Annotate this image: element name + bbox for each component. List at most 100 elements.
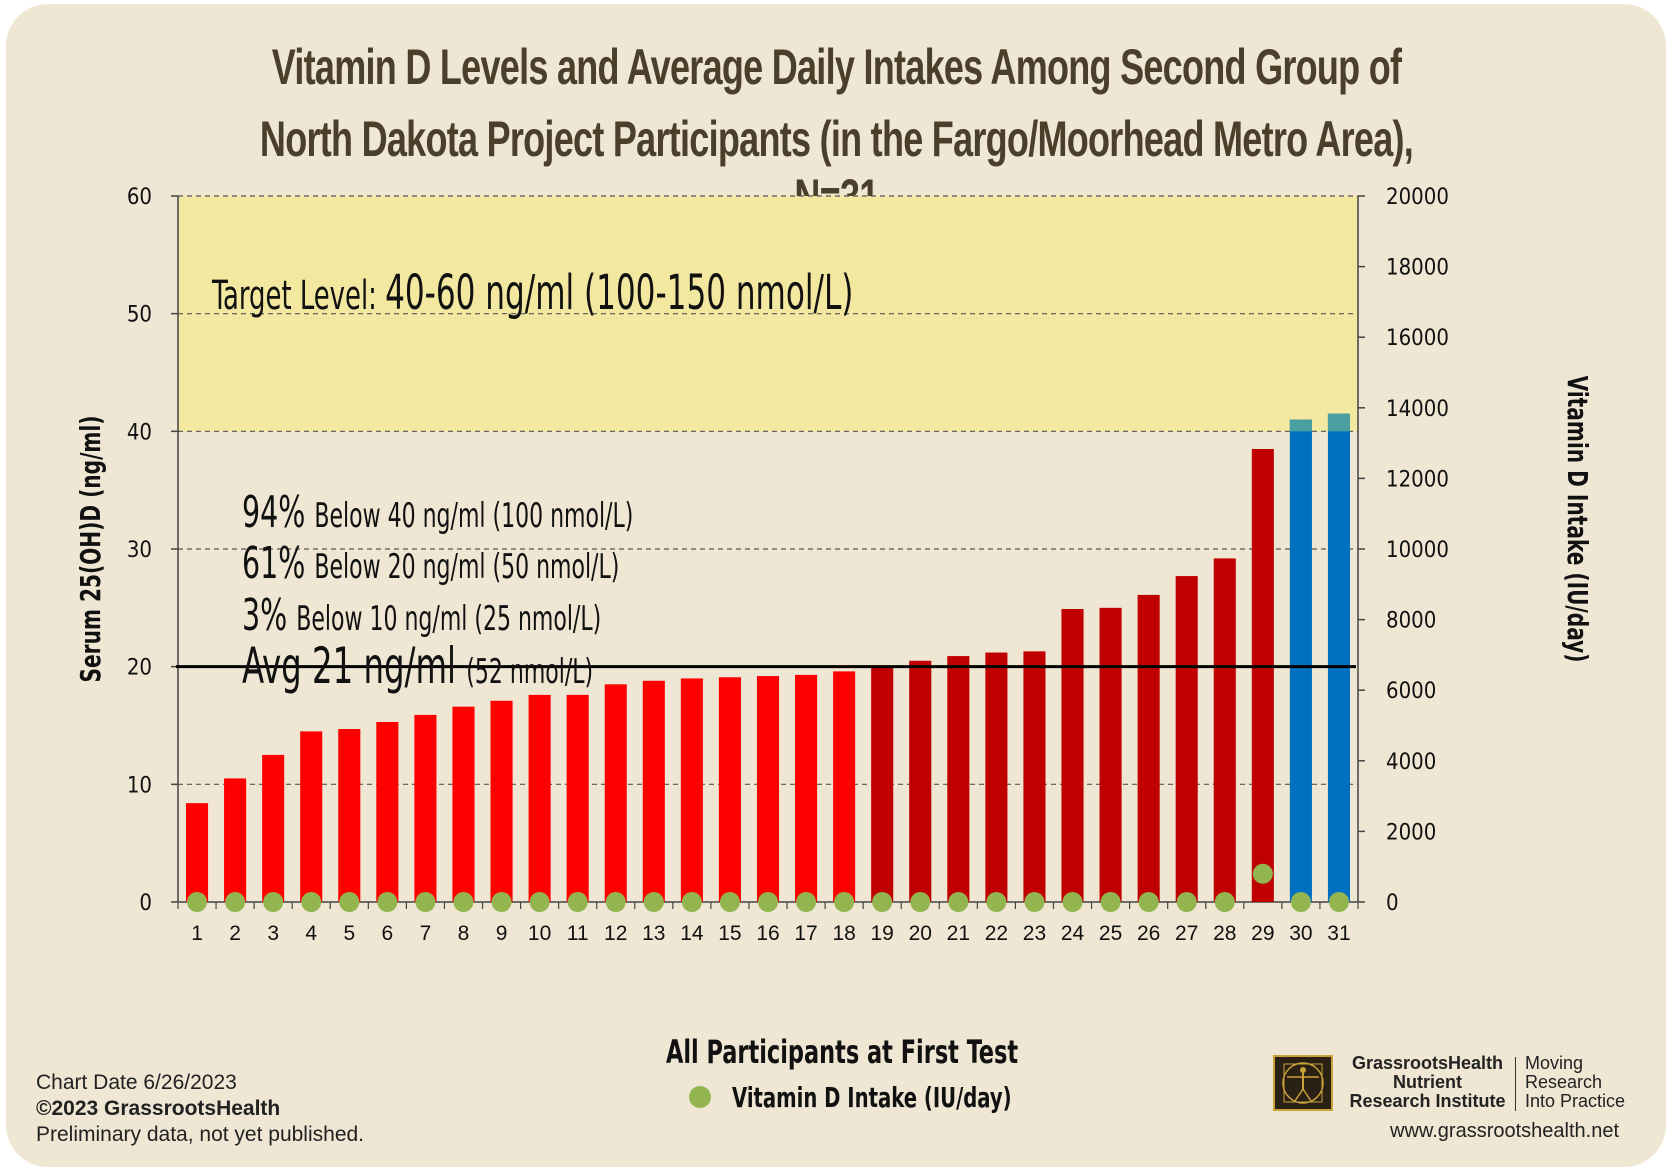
y2tick-label: 10000: [1386, 538, 1449, 563]
y2tick-label: 6000: [1386, 679, 1436, 704]
website-link[interactable]: www.grassrootshealth.net: [1390, 1120, 1620, 1142]
intake-dot-20: [910, 892, 931, 912]
intake-dot-2: [225, 892, 246, 912]
xtick-label: 2: [229, 922, 241, 945]
xtick-label: 27: [1175, 922, 1198, 945]
y2tick-label: 0: [1386, 891, 1399, 916]
intake-dot-8: [453, 892, 474, 912]
preliminary-note: Preliminary data, not yet published.: [36, 1123, 365, 1146]
xtick-label: 22: [985, 922, 1008, 945]
bar-target-overlay-31: [1327, 413, 1351, 432]
intake-dot-7: [415, 892, 436, 912]
bar-27: [1175, 576, 1198, 902]
xtick-label: 30: [1289, 922, 1312, 945]
xtick-label: 4: [305, 922, 317, 945]
xtick-label: 31: [1327, 922, 1350, 945]
average-level: Avg 21 ng/ml (52 nmol/L): [242, 638, 593, 695]
tagline-line2: Research: [1525, 1072, 1603, 1092]
bar-20: [909, 660, 932, 902]
y2tick-label: 14000: [1386, 397, 1449, 422]
bar-1: [185, 803, 209, 902]
footer-left: Chart Date 6/26/2023 ©2023 GrassrootsHea…: [36, 1070, 364, 1148]
x-axis-title: All Participants at First Test: [666, 1033, 1018, 1071]
intake-dot-15: [719, 892, 740, 912]
xtick-label: 9: [496, 922, 508, 945]
copyright: ©2023 GrassrootsHealth: [36, 1097, 281, 1120]
y2tick-label: 8000: [1386, 609, 1436, 634]
target-label: Target Level: 40-60 ng/ml (100-150 nmol/…: [211, 264, 853, 320]
xtick-label: 14: [680, 922, 704, 945]
intake-dot-26: [1138, 892, 1159, 912]
bar-21: [947, 656, 970, 902]
logo-text: GrassrootsHealth Nutrient Research Insti…: [1345, 1054, 1510, 1111]
bar-12: [604, 684, 627, 902]
xtick-label: 16: [756, 922, 779, 945]
bar-17: [795, 674, 818, 902]
xtick-label: 13: [642, 922, 665, 945]
bar-18: [833, 671, 856, 902]
bar-3: [262, 754, 285, 902]
tagline-line3: Into Practice: [1525, 1091, 1626, 1111]
logo-line1: GrassrootsHealth: [1351, 1053, 1504, 1073]
stat-below-40: 94% Below 40 ng/ml (100 nmol/L): [242, 487, 633, 539]
y2tick-label: 20000: [1386, 185, 1449, 210]
bar-7: [414, 714, 437, 902]
y2tick-label: 16000: [1386, 326, 1449, 351]
y2tick-label: 18000: [1386, 256, 1449, 281]
bar-9: [490, 700, 513, 902]
intake-dot-21: [948, 892, 969, 912]
intake-dot-19: [872, 892, 893, 912]
tagline-line1: Moving: [1525, 1053, 1584, 1073]
stat-below-20: 61% Below 20 ng/ml (50 nmol/L): [242, 538, 619, 590]
y2tick-label: 4000: [1386, 750, 1436, 775]
bar-6: [376, 721, 399, 902]
bar-15: [718, 677, 741, 902]
xtick-label: 1: [191, 922, 203, 945]
intake-dot-13: [643, 892, 664, 912]
logo-line3: Research Institute: [1349, 1091, 1506, 1111]
intake-dot-28: [1214, 892, 1235, 912]
ytick-label: 0: [139, 891, 152, 916]
bar-28: [1213, 558, 1236, 902]
bar-8: [452, 706, 475, 902]
intake-dot-6: [377, 892, 398, 912]
xtick-label: 29: [1251, 922, 1274, 945]
intake-dot-27: [1176, 892, 1197, 912]
stat-below-10: 3% Below 10 ng/ml (25 nmol/L): [242, 590, 601, 642]
bar-10: [528, 694, 551, 902]
intake-dot-18: [834, 892, 855, 912]
intake-dot-23: [1024, 892, 1045, 912]
bar-29: [1251, 448, 1274, 902]
intake-dot-10: [529, 892, 550, 912]
intake-dot-16: [758, 892, 778, 912]
xtick-label: 17: [794, 922, 817, 945]
bar-24: [1061, 609, 1084, 902]
xtick-label: 10: [528, 922, 551, 945]
xtick-label: 8: [458, 922, 470, 945]
intake-dot-1: [187, 892, 208, 912]
bar-14: [680, 678, 703, 902]
intake-dot-17: [796, 892, 817, 912]
bar-22: [985, 652, 1008, 902]
intake-dot-30: [1290, 892, 1311, 912]
bar-30: [1289, 419, 1312, 902]
chart-title-line2: North Dakota Project Participants (in th…: [259, 111, 1414, 225]
intake-dot-4: [301, 892, 322, 912]
y2tick-label: 12000: [1386, 467, 1449, 492]
bar-11: [566, 694, 589, 902]
ytick-label: 30: [127, 538, 152, 563]
ytick-label: 10: [127, 773, 152, 798]
xtick-label: 12: [604, 922, 627, 945]
xtick-label: 11: [567, 922, 589, 945]
logo-divider: [1515, 1057, 1516, 1111]
intake-dot-9: [491, 892, 512, 912]
xtick-label: 24: [1061, 922, 1085, 945]
xtick-label: 18: [832, 922, 855, 945]
y-axis-title: Serum 25(OH)D (ng/ml): [73, 415, 106, 682]
ytick-label: 50: [127, 303, 152, 328]
xtick-label: 26: [1137, 922, 1160, 945]
bar-2: [224, 778, 247, 902]
intake-dot-11: [567, 892, 588, 912]
tagline: Moving Research Into Practice: [1525, 1054, 1625, 1111]
